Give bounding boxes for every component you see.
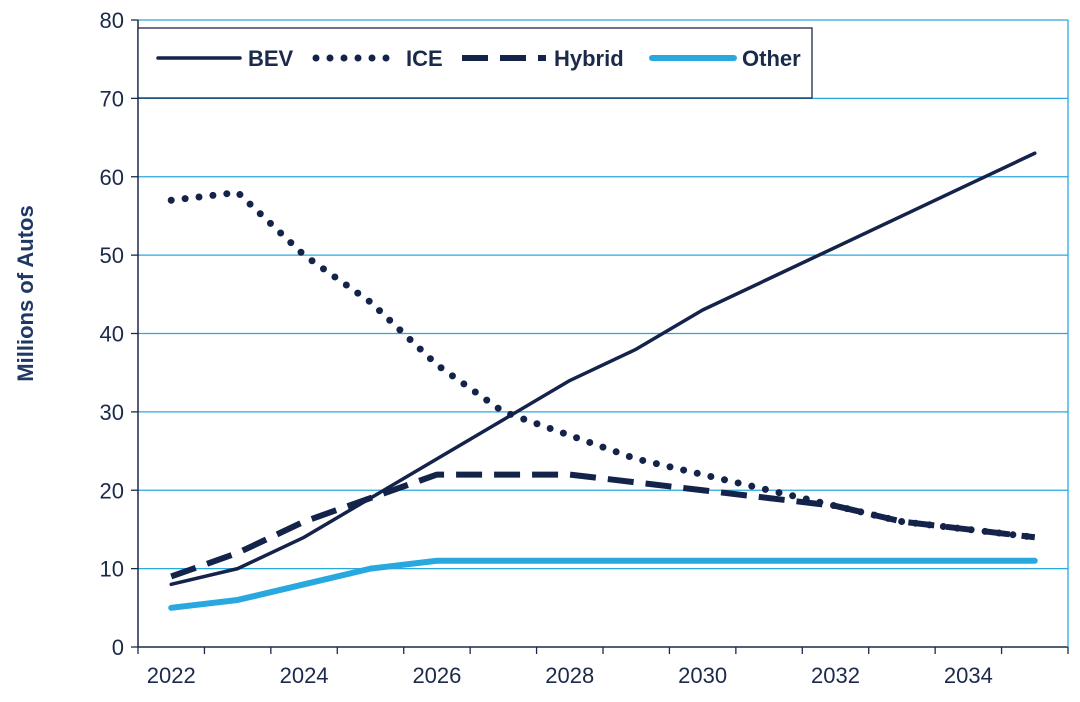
y-tick-label-70: 70: [100, 86, 124, 111]
y-axis-label: Millions of Autos: [13, 205, 38, 381]
y-tick-label-60: 60: [100, 165, 124, 190]
legend-box: [137, 27, 813, 99]
series-line-other: [168, 557, 1038, 611]
legend: BEV ICE Hybrid Other: [137, 27, 813, 99]
x-tick-label-2032: 2032: [811, 663, 860, 688]
x-tick-label-2024: 2024: [280, 663, 329, 688]
y-tick-label-10: 10: [100, 557, 124, 582]
legend-label-ice: ICE: [406, 46, 443, 71]
x-tick-label-2022: 2022: [147, 663, 196, 688]
legend-label-other: Other: [742, 46, 801, 71]
x-tick-labels: 2022 2024 2026 2028 2030 2032 2034: [147, 663, 993, 688]
y-tick-label-30: 30: [100, 400, 124, 425]
x-tick-label-2026: 2026: [412, 663, 461, 688]
y-tick-label-50: 50: [100, 243, 124, 268]
axes: [131, 19, 1069, 654]
series-lines: [167, 151, 1039, 611]
legend-label-bev: BEV: [248, 46, 294, 71]
y-tick-label-20: 20: [100, 478, 124, 503]
x-tick-label-2030: 2030: [678, 663, 727, 688]
y-tick-label-0: 0: [112, 635, 124, 660]
x-tick-label-2028: 2028: [545, 663, 594, 688]
x-tick-label-2034: 2034: [944, 663, 993, 688]
y-tick-label-80: 80: [100, 8, 124, 33]
series-line-hybrid: [170, 471, 1036, 580]
series-line-bev: [169, 151, 1037, 587]
legend-label-hybrid: Hybrid: [554, 46, 624, 71]
gridlines: [138, 19, 1068, 570]
y-tick-labels: 0 10 20 30 40 50 60 70 80: [100, 8, 124, 660]
y-tick-label-40: 40: [100, 322, 124, 347]
